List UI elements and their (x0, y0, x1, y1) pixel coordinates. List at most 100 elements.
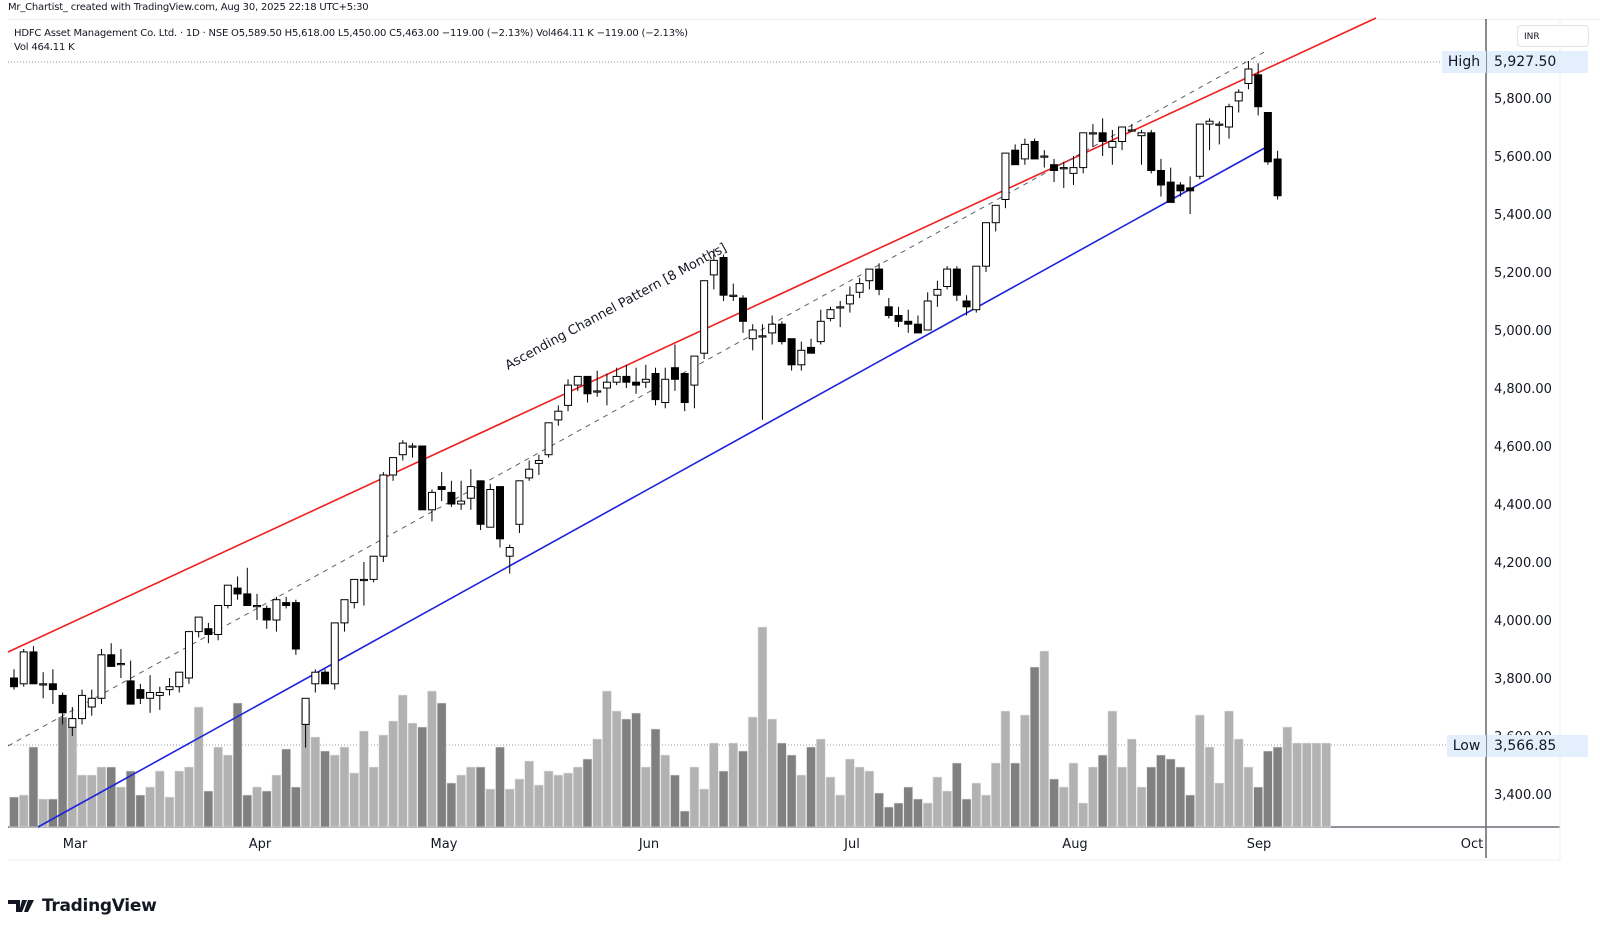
time-tick: Sep (1247, 837, 1272, 852)
candle (982, 222, 990, 272)
volume-bar (436, 702, 447, 828)
volume-bar (670, 774, 680, 828)
volume-bar (1058, 786, 1069, 828)
price-tick: 5,800.00 (1494, 92, 1552, 107)
candle (379, 472, 388, 562)
candle (962, 295, 971, 316)
candle (223, 584, 232, 609)
candle (1040, 150, 1049, 168)
volume-bar (845, 758, 855, 828)
high-marker-value: 5,927.50 (1487, 51, 1588, 73)
candle (1127, 124, 1136, 132)
volume-bar (1195, 714, 1205, 828)
volume-bar (728, 742, 739, 828)
middle-channel-line[interactable] (7, 49, 1269, 747)
candle (1176, 182, 1185, 197)
volume-bar (164, 796, 175, 828)
candle (29, 646, 38, 685)
candle (1234, 89, 1243, 113)
volume-bar (854, 766, 865, 828)
volume-bar (952, 762, 962, 828)
candle (1156, 158, 1165, 197)
tradingview-logo[interactable]: TradingView (8, 896, 157, 916)
candle (836, 301, 845, 328)
volume-bar (1107, 710, 1118, 828)
volume-bar (1156, 754, 1166, 828)
candle (641, 364, 650, 388)
candle (1069, 156, 1078, 185)
upper-channel-line[interactable] (7, 17, 1377, 653)
candle (913, 315, 922, 334)
volume-bar (602, 690, 612, 828)
volume-bar (718, 770, 729, 828)
candle (301, 697, 310, 748)
candle (1020, 138, 1029, 165)
volume-bar (485, 788, 496, 828)
candle (1166, 167, 1175, 203)
candle (923, 292, 932, 331)
volume-bar (611, 710, 622, 828)
volume-bar (709, 742, 719, 828)
channel-annotation[interactable]: Ascending Channel Pattern [8 Months] (503, 241, 730, 374)
candle (1011, 144, 1020, 166)
candle (904, 309, 913, 333)
volume-bar (1311, 742, 1322, 828)
volume-bar (864, 770, 875, 828)
candle (632, 367, 641, 394)
volume-bar (475, 766, 486, 828)
currency-button[interactable]: INR (1517, 25, 1589, 47)
volume-bar (1301, 742, 1312, 828)
volume-bar (1233, 738, 1244, 828)
lower-channel-line[interactable] (37, 144, 1271, 828)
volume-bar (378, 734, 389, 828)
candle (87, 689, 96, 716)
candle (116, 649, 125, 678)
candle (602, 373, 611, 406)
candle (952, 266, 961, 301)
price-tick: 3,400.00 (1494, 788, 1552, 803)
candle (165, 678, 174, 696)
volume-bar (368, 766, 379, 828)
volume-bar (359, 730, 369, 828)
volume-bar (932, 776, 943, 828)
candle (593, 370, 602, 397)
candle (282, 596, 291, 609)
volume-bar (1136, 786, 1147, 828)
candle (680, 373, 689, 412)
volume-bar (1214, 782, 1225, 828)
candle (233, 576, 242, 600)
volume-bar (971, 782, 982, 828)
candle (1108, 129, 1117, 165)
volume-bar (903, 786, 914, 828)
volume-bar (388, 720, 398, 828)
volume-bar (1117, 766, 1127, 828)
candle (1059, 161, 1068, 188)
price-tick: 4,000.00 (1494, 614, 1552, 629)
volume-bar (213, 746, 223, 828)
price-tick: 5,200.00 (1494, 266, 1552, 281)
volume-bar (174, 770, 185, 828)
volume-bar (1146, 766, 1157, 828)
candle (1186, 176, 1195, 214)
volume-bar (1243, 766, 1254, 828)
candle (612, 367, 621, 386)
candle (204, 622, 213, 644)
ohlc-legend: HDFC Asset Management Co. Ltd. · 1D · NS… (14, 28, 688, 39)
time-axis: Mar Apr May Jun Jul Aug Sep Oct (63, 837, 1484, 852)
candle (573, 375, 582, 391)
volume-bar (1204, 746, 1215, 828)
candle (214, 605, 223, 641)
volume-bar (320, 750, 330, 828)
candle (457, 480, 466, 510)
channel-lines: Ascending Channel Pattern [8 Months] (7, 17, 1377, 828)
volume-bar (1000, 710, 1011, 828)
candle (184, 631, 193, 684)
candle (1263, 112, 1272, 165)
candle (1205, 118, 1214, 151)
candle (1137, 129, 1146, 165)
volume-bar (407, 722, 418, 828)
volume-bar (1185, 794, 1195, 828)
candle (739, 295, 747, 333)
candle (777, 321, 786, 345)
